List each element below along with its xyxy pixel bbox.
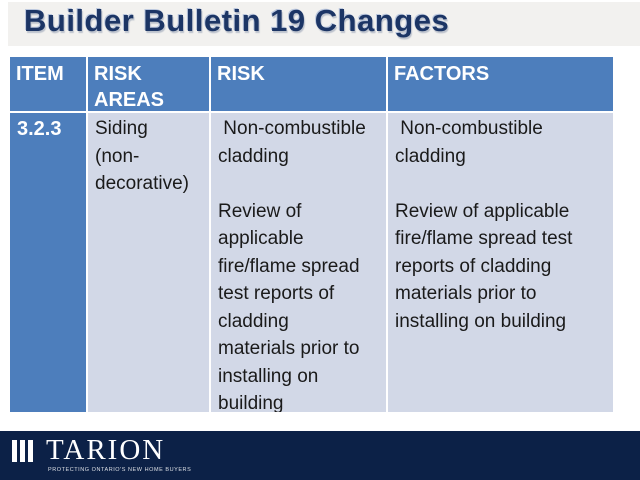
table-cell-risk-areas: Siding (non- decorative) — [88, 113, 209, 412]
title-band: Builder Bulletin 19 Changes — [8, 2, 640, 46]
table-header-item: ITEM — [10, 57, 86, 111]
tarion-logo-text: TARION — [46, 434, 166, 466]
table-cell-factors: Non-combustible cladding Review of appli… — [388, 113, 613, 412]
footer-bar: TARION PROTECTING ONTARIO'S NEW HOME BUY… — [0, 431, 640, 480]
table-cell-item: 3.2.3 — [10, 113, 86, 412]
table-header-factors: FACTORS — [388, 57, 613, 111]
table-header-risk-areas: RISK AREAS — [88, 57, 209, 111]
page-title: Builder Bulletin 19 Changes — [24, 3, 450, 38]
tarion-logo: TARION PROTECTING ONTARIO'S NEW HOME BUY… — [12, 434, 232, 480]
table-cell-risk: Non-combustible cladding Review of appli… — [211, 113, 386, 412]
risk-table: ITEM RISK AREAS RISK FACTORS 3.2.3 Sidin… — [10, 57, 613, 412]
table-header-risk: RISK — [211, 57, 386, 111]
tarion-tagline: PROTECTING ONTARIO'S NEW HOME BUYERS — [48, 467, 192, 473]
tarion-bars-icon — [12, 440, 33, 462]
